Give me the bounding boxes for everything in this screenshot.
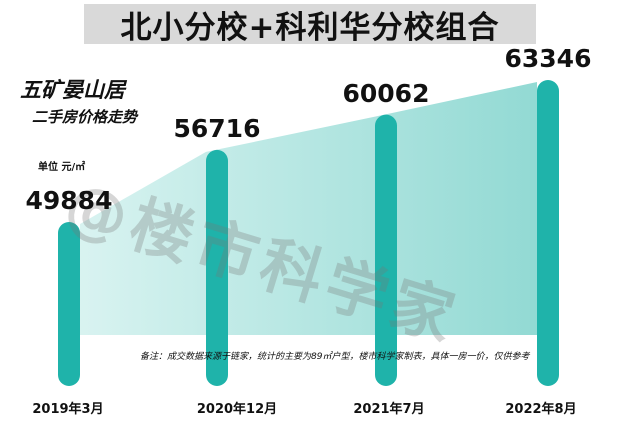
subtitle-project-name: 五矿晏山居 bbox=[20, 74, 125, 104]
category-label: 2021年7月 bbox=[353, 398, 424, 417]
title-banner: 北小分校+科利华分校组合 bbox=[84, 4, 536, 44]
category-label: 2019年3月 bbox=[32, 398, 103, 417]
value-label: 60062 bbox=[343, 79, 430, 108]
subtitle-description: 二手房价格走势 bbox=[32, 106, 137, 127]
category-label: 2020年12月 bbox=[197, 398, 277, 417]
chart-title: 北小分校+科利华分校组合 bbox=[121, 2, 500, 47]
unit-label: 单位 元/㎡ bbox=[38, 158, 85, 173]
value-label: 56716 bbox=[174, 114, 261, 143]
value-label: 63346 bbox=[505, 44, 592, 73]
footnote: 备注：成交数据来源于链家，统计的主要为89㎡户型，楼市科学家制表，具体一房一价，… bbox=[140, 349, 529, 362]
category-label: 2022年8月 bbox=[505, 398, 576, 417]
value-label: 49884 bbox=[26, 186, 113, 215]
bar-2022年8月 bbox=[537, 80, 559, 386]
